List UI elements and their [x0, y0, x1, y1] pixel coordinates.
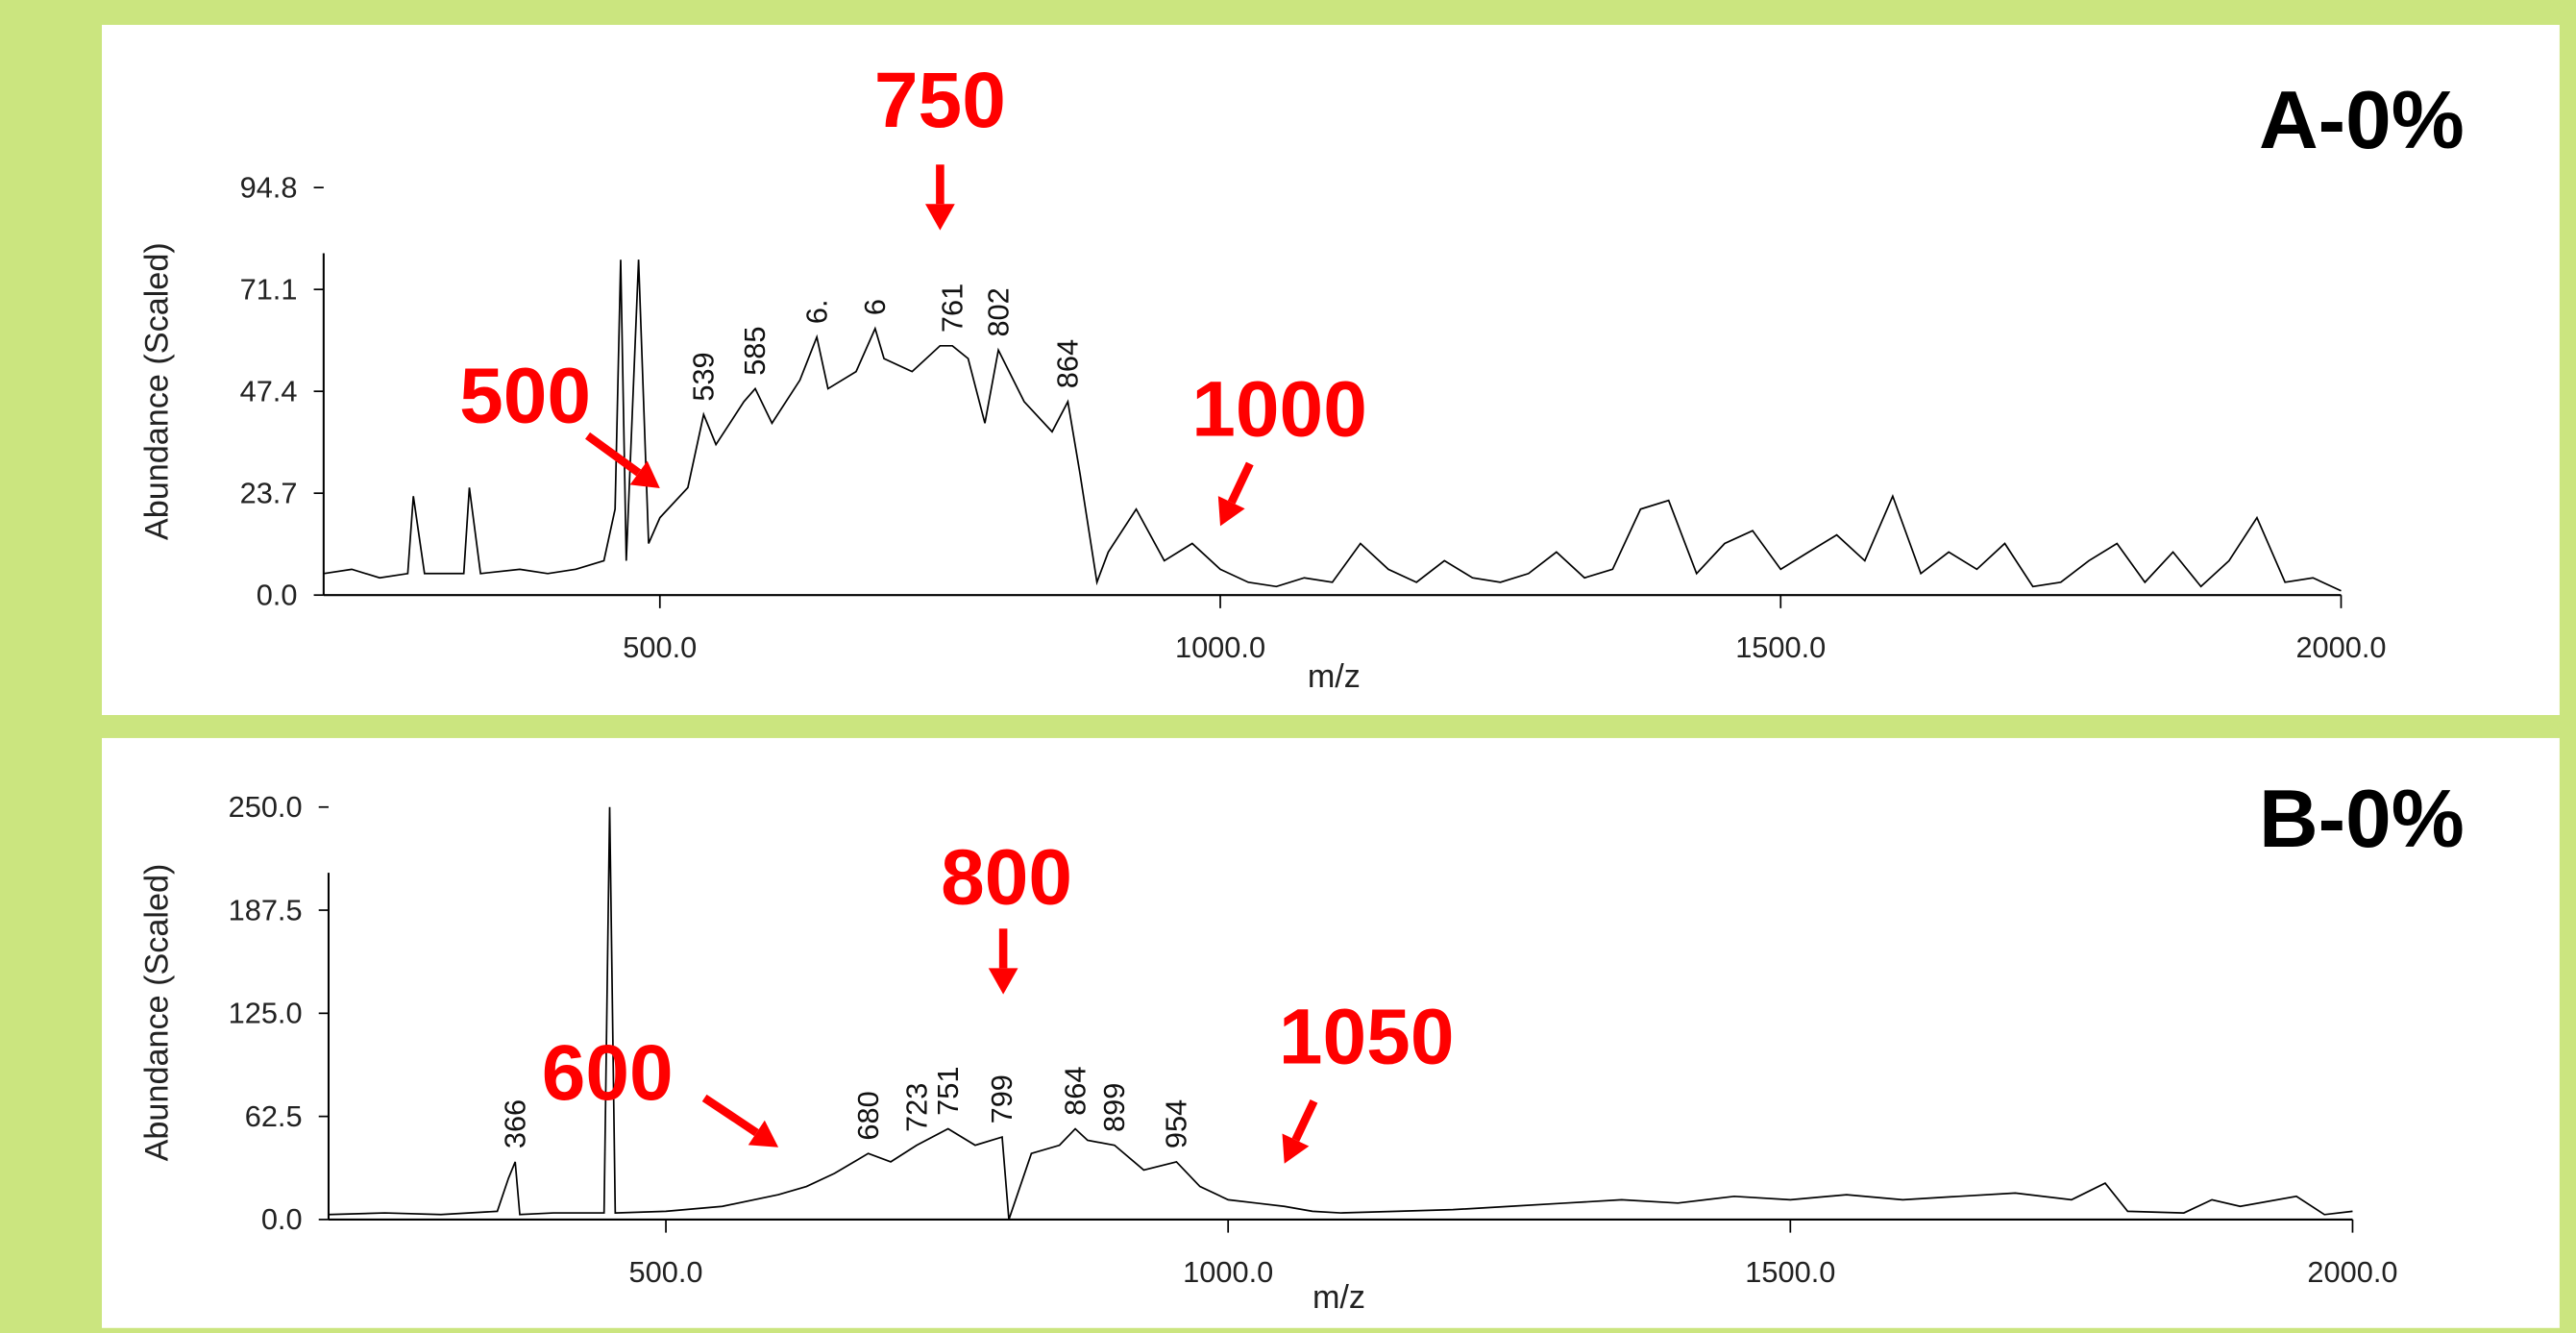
y-axis-label: Abundance (Scaled)	[138, 242, 175, 540]
panel	[102, 24, 2560, 716]
x-tick-label: 1500.0	[1745, 1255, 1835, 1289]
panel-title: A-0%	[2259, 75, 2465, 166]
x-tick-label: 2000.0	[2295, 630, 2386, 664]
x-tick-label: 2000.0	[2307, 1255, 2397, 1289]
peak-label: 680	[851, 1091, 885, 1140]
callout-label: 800	[941, 834, 1072, 922]
callout-label: 1050	[1279, 993, 1455, 1080]
peak-label: 864	[1051, 339, 1085, 388]
y-tick-label: 71.1	[240, 272, 298, 306]
peak-label: 954	[1160, 1099, 1193, 1148]
peak-label: 761	[935, 284, 969, 333]
callout-arrowhead	[629, 460, 660, 489]
x-tick-label: 1000.0	[1175, 630, 1265, 664]
callout-arrowhead	[1282, 1133, 1310, 1164]
y-tick-label: 62.5	[245, 1099, 303, 1133]
callout-arrow	[585, 432, 642, 477]
callout-arrow	[701, 1094, 759, 1137]
peak-label: 539	[687, 352, 721, 401]
peak-label: 751	[931, 1066, 965, 1115]
callout-arrowhead	[988, 968, 1018, 995]
peak-label: 6	[858, 299, 892, 315]
y-tick-label: 125.0	[229, 997, 303, 1030]
x-tick-label: 1000.0	[1183, 1255, 1273, 1289]
callout-label: 750	[874, 57, 1006, 144]
y-tick-label: 187.5	[229, 893, 303, 926]
y-tick-label: 47.4	[240, 374, 298, 407]
peak-label: 6.	[799, 299, 833, 324]
callout-label: 500	[459, 353, 591, 440]
callout-label: 1000	[1191, 365, 1367, 453]
callout-label: 600	[542, 1029, 674, 1117]
peak-label: 723	[899, 1083, 933, 1132]
peak-label: 585	[738, 326, 772, 375]
peak-label: 899	[1097, 1083, 1131, 1132]
x-tick-label: 500.0	[629, 1255, 703, 1289]
y-tick-label: 94.8	[240, 170, 298, 204]
spectrum-line	[328, 806, 2353, 1221]
y-tick-label: 0.0	[257, 578, 298, 611]
y-tick-label: 23.7	[240, 476, 298, 509]
panel	[102, 737, 2560, 1328]
peak-label: 802	[981, 287, 1015, 336]
callout-arrowhead	[748, 1120, 779, 1148]
callout-arrowhead	[1217, 496, 1245, 527]
y-tick-label: 250.0	[229, 790, 303, 824]
x-axis-label: m/z	[1313, 1279, 1365, 1316]
peak-label: 799	[985, 1074, 1018, 1123]
peak-label: 864	[1058, 1066, 1092, 1115]
spectrum-line	[323, 259, 2342, 592]
callout-arrow	[1227, 461, 1254, 505]
x-axis-label: m/z	[1308, 658, 1361, 695]
x-tick-label: 1500.0	[1735, 630, 1826, 664]
peak-label: 366	[498, 1099, 531, 1148]
callout-arrowhead	[925, 204, 955, 231]
panel-title: B-0%	[2259, 774, 2465, 865]
x-tick-label: 500.0	[623, 630, 697, 664]
y-tick-label: 0.0	[261, 1202, 303, 1236]
callout-arrow	[1291, 1098, 1318, 1142]
y-axis-label: Abundance (Scaled)	[138, 864, 175, 1162]
